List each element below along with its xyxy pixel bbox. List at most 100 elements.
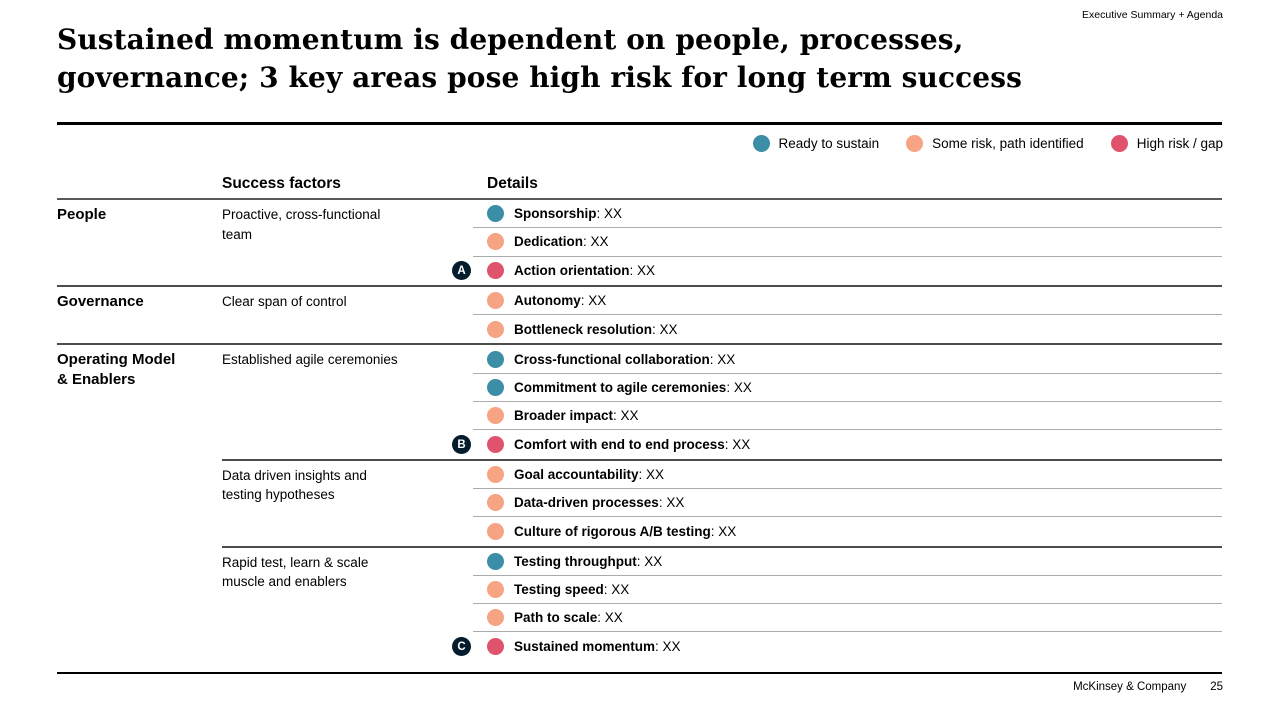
- legend-label: Some risk, path identified: [932, 136, 1084, 151]
- detail-value: XX: [659, 321, 678, 337]
- detail-value: XX: [637, 263, 656, 279]
- status-dot: [487, 581, 504, 598]
- column-header-details: Details: [487, 175, 538, 192]
- detail-label: Path to scale: [514, 610, 598, 626]
- detail-value: XX: [611, 582, 630, 597]
- page-title-line-2: governance; 3 key areas pose high risk f…: [57, 61, 1022, 94]
- detail-row: C Sustained momentum: XX: [452, 632, 1222, 660]
- success-factor: Proactive, cross-functional team: [222, 207, 381, 242]
- status-dot: [487, 262, 504, 280]
- page-title-line-1: Sustained momentum is dependent on peopl…: [57, 23, 964, 56]
- detail-label: Autonomy: [514, 293, 581, 309]
- legend-item-ready: Ready to sustain: [752, 135, 880, 152]
- status-dot: [487, 320, 504, 338]
- detail-value: XX: [620, 408, 639, 424]
- detail-row: Commitment to agile ceremonies: XX: [452, 374, 1222, 403]
- detail-value: XX: [733, 379, 752, 395]
- detail-row: Broader impact: XX: [452, 402, 1222, 431]
- footer: McKinsey & Company 25: [1073, 681, 1223, 693]
- detail-row: Path to scale: XX: [452, 604, 1222, 633]
- detail-row: Data-driven processes: XX: [452, 489, 1222, 518]
- detail-row: B Comfort with end to end process: XX: [452, 430, 1222, 458]
- detail-label: Dedication: [514, 234, 584, 250]
- category-label: Operating Model & Enablers: [57, 351, 176, 389]
- detail-value: XX: [604, 206, 623, 222]
- page-number: 25: [1210, 681, 1223, 693]
- legend-item-some-risk: Some risk, path identified: [906, 135, 1084, 152]
- detail-value: XX: [646, 466, 665, 482]
- detail-row: Testing throughput: XX: [452, 548, 1222, 576]
- detail-row: Culture of rigorous A/B testing: XX: [452, 517, 1222, 545]
- status-dot: [487, 465, 504, 483]
- detail-value: XX: [662, 639, 681, 655]
- status-dot: [487, 552, 504, 570]
- status-dot: [487, 350, 504, 368]
- status-dot: [487, 407, 504, 425]
- success-factor: Established agile ceremonies: [222, 352, 398, 368]
- status-dot: [487, 205, 504, 223]
- detail-label: Testing throughput: [514, 553, 637, 569]
- callout-badge-a: A: [452, 261, 471, 281]
- group-people: People Proactive, cross-functional team …: [57, 200, 1222, 285]
- status-dot: [487, 494, 504, 512]
- detail-row: Dedication: XX: [452, 228, 1222, 257]
- status-dot: [487, 522, 504, 540]
- detail-label: Commitment to agile ceremonies: [514, 379, 727, 395]
- subgroup: Rapid test, learn & scale muscle and ena…: [222, 545, 1222, 661]
- success-factor: Rapid test, learn & scale muscle and ena…: [222, 554, 369, 590]
- status-dot: [487, 378, 504, 396]
- detail-row: Cross-functional collaboration: XX: [452, 345, 1222, 374]
- category-label: People: [57, 206, 107, 223]
- detail-label: Data-driven processes: [514, 495, 659, 511]
- company-name: McKinsey & Company: [1073, 681, 1187, 693]
- success-factor: Data driven insights and testing hypothe…: [222, 467, 367, 503]
- group-operating-model: Operating Model & Enablers Established a…: [57, 343, 1222, 660]
- callout-badge-c: C: [452, 637, 471, 657]
- detail-row: A Action orientation: XX: [452, 257, 1222, 285]
- status-dot: [487, 609, 504, 627]
- subgroup: Data driven insights and testing hypothe…: [222, 458, 1222, 546]
- status-dot: [487, 638, 504, 656]
- detail-label: Action orientation: [514, 263, 630, 279]
- page-title: Sustained momentum is dependent on peopl…: [57, 21, 1022, 97]
- legend: Ready to sustain Some risk, path identif…: [752, 135, 1223, 152]
- column-header-success-factors: Success factors: [222, 175, 341, 192]
- legend-label: High risk / gap: [1136, 136, 1223, 151]
- detail-row: Autonomy: XX: [452, 287, 1222, 316]
- detail-label: Culture of rigorous A/B testing: [514, 523, 711, 539]
- legend-item-high-risk: High risk / gap: [1110, 135, 1223, 152]
- detail-label: Comfort with end to end process: [514, 437, 725, 453]
- group-governance: Governance Clear span of control Autonom…: [57, 284, 1222, 344]
- detail-label: Bottleneck resolution: [514, 321, 653, 337]
- detail-label: Goal accountability: [514, 466, 639, 482]
- subgroup: Clear span of control Autonomy: XX: [222, 287, 1222, 344]
- detail-row: Bottleneck resolution: XX: [452, 315, 1222, 343]
- category-label: Governance: [57, 292, 144, 310]
- callout-badge-b: B: [452, 435, 471, 455]
- success-factor: Clear span of control: [222, 293, 347, 309]
- detail-row: Sponsorship: XX: [452, 200, 1222, 229]
- assessment-table: Success factors Details People Proactive…: [57, 172, 1222, 661]
- some-risk-dot-icon: [906, 135, 924, 152]
- footer-divider: [57, 672, 1222, 674]
- status-dot: [487, 233, 504, 251]
- detail-row: Goal accountability: XX: [452, 461, 1222, 489]
- detail-label: Cross-functional collaboration: [514, 351, 710, 367]
- legend-label: Ready to sustain: [778, 136, 880, 151]
- detail-label: Broader impact: [514, 408, 614, 424]
- detail-value: XX: [666, 495, 685, 511]
- detail-label: Testing speed: [514, 582, 604, 597]
- detail-value: XX: [732, 437, 751, 453]
- detail-row: Testing speed: XX: [452, 576, 1222, 605]
- section-label: Executive Summary + Agenda: [1082, 9, 1223, 21]
- detail-value: XX: [590, 234, 609, 250]
- title-divider: [57, 122, 1222, 125]
- table-header-row: Success factors Details: [57, 172, 1222, 200]
- detail-label: Sustained momentum: [514, 639, 656, 655]
- detail-label: Sponsorship: [514, 206, 597, 222]
- ready-dot-icon: [752, 135, 770, 152]
- detail-value: XX: [717, 351, 736, 367]
- subgroup: Established agile ceremonies Cross-funct…: [222, 345, 1222, 458]
- detail-value: XX: [718, 523, 737, 539]
